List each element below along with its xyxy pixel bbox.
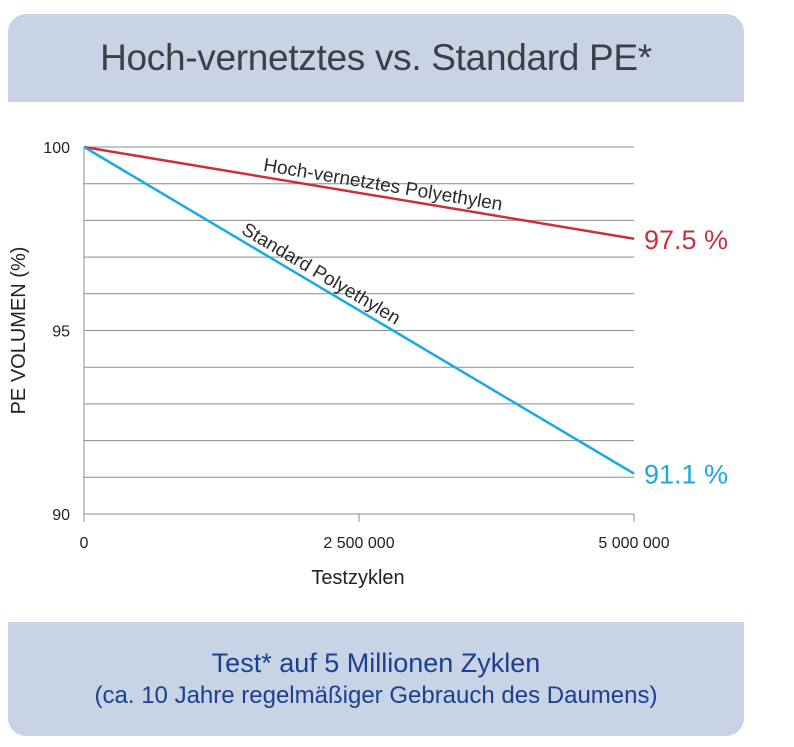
series-line-2: [83, 145, 635, 475]
y-tick-label: 100: [43, 140, 70, 157]
title-banner: Hoch-vernetztes vs. Standard PE*: [8, 14, 744, 102]
x-tick-label: 0: [80, 535, 89, 552]
footer-banner: Test* auf 5 Millionen Zyklen (ca. 10 Jah…: [8, 622, 744, 736]
y-tick-label: 90: [52, 507, 70, 524]
series-line-1: [83, 145, 635, 240]
series-name-label: Hoch-vernetztes Polyethylen: [262, 155, 504, 216]
x-tick-label: 5 000 000: [598, 535, 669, 552]
x-axis-label: Testzyklen: [311, 567, 404, 589]
end-value-label: 97.5 %: [644, 225, 728, 255]
x-tick-label: 2 500 000: [323, 535, 394, 552]
footer-line-1: Test* auf 5 Millionen Zyklen: [211, 648, 541, 678]
footer-line-2: (ca. 10 Jahre regelmäßiger Gebrauch des …: [94, 682, 658, 709]
series-name-label: Standard Polyethylen: [238, 219, 404, 329]
end-value-label: 91.1 %: [644, 460, 728, 490]
y-tick-label: 95: [52, 324, 70, 341]
y-axis-label: PE VOLUMEN (%): [8, 247, 30, 415]
line-chart: 90 95 100 0 2 500 000 5 000 000 Testzyklen PE V…: [8, 140, 728, 589]
chart-title: Hoch-vernetztes vs. Standard PE*: [100, 37, 652, 78]
